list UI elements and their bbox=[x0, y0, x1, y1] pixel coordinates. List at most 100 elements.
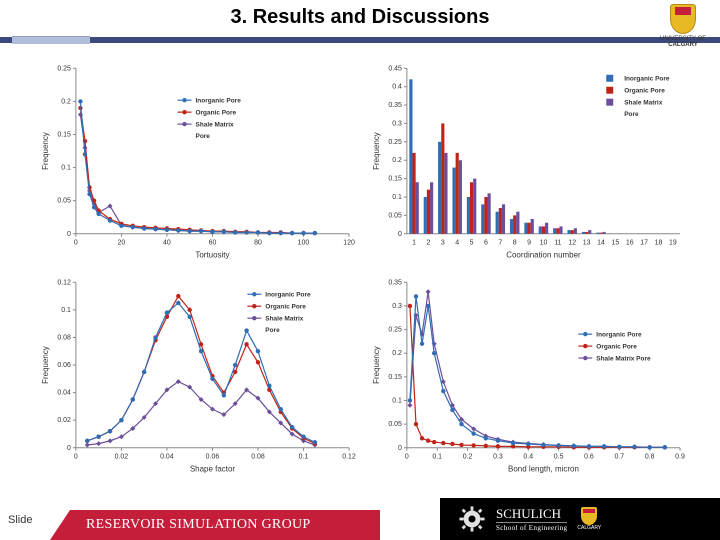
svg-text:8: 8 bbox=[513, 240, 517, 247]
svg-text:13: 13 bbox=[583, 240, 591, 247]
svg-text:0.1: 0.1 bbox=[432, 454, 442, 461]
svg-text:0.7: 0.7 bbox=[614, 454, 624, 461]
svg-text:0.08: 0.08 bbox=[251, 454, 265, 461]
svg-text:0.5: 0.5 bbox=[554, 454, 564, 461]
university-logo: UNIVERSITY OF CALGARY bbox=[656, 4, 710, 48]
schulich-name: SCHULICH bbox=[496, 506, 561, 521]
svg-text:6: 6 bbox=[484, 240, 488, 247]
svg-text:18: 18 bbox=[655, 240, 663, 247]
svg-text:Organic Pore: Organic Pore bbox=[624, 88, 665, 95]
svg-text:0.1: 0.1 bbox=[61, 307, 71, 314]
svg-text:0.06: 0.06 bbox=[206, 454, 220, 461]
svg-text:12: 12 bbox=[568, 240, 576, 247]
svg-text:Shale Matrix: Shale Matrix bbox=[196, 122, 235, 129]
chart-coordination: 00.050.10.150.20.250.30.350.40.451234567… bbox=[369, 56, 688, 264]
svg-text:10: 10 bbox=[540, 240, 548, 247]
svg-text:Organic Pore: Organic Pore bbox=[196, 110, 237, 117]
svg-text:0.1: 0.1 bbox=[299, 454, 309, 461]
svg-text:Shape factor: Shape factor bbox=[190, 465, 236, 474]
svg-text:0: 0 bbox=[74, 454, 78, 461]
svg-text:20: 20 bbox=[118, 240, 126, 247]
shield-icon bbox=[670, 4, 696, 34]
svg-text:Frequency: Frequency bbox=[41, 132, 50, 170]
svg-text:0.12: 0.12 bbox=[342, 454, 356, 461]
svg-text:0.08: 0.08 bbox=[57, 334, 71, 341]
svg-text:Pore: Pore bbox=[624, 111, 639, 118]
svg-text:3: 3 bbox=[441, 240, 445, 247]
svg-text:0.15: 0.15 bbox=[388, 176, 402, 183]
svg-text:0: 0 bbox=[405, 454, 409, 461]
svg-text:Frequency: Frequency bbox=[372, 346, 381, 384]
svg-text:0.6: 0.6 bbox=[584, 454, 594, 461]
svg-text:0.05: 0.05 bbox=[388, 421, 402, 428]
svg-text:0: 0 bbox=[74, 240, 78, 247]
gear-icon bbox=[458, 505, 486, 533]
svg-text:0.35: 0.35 bbox=[388, 102, 402, 109]
svg-text:0.25: 0.25 bbox=[388, 139, 402, 146]
svg-text:0.45: 0.45 bbox=[388, 65, 402, 72]
svg-text:2: 2 bbox=[426, 240, 430, 247]
svg-text:11: 11 bbox=[554, 240, 561, 247]
svg-text:15: 15 bbox=[611, 240, 619, 247]
svg-text:Inorganic Pore: Inorganic Pore bbox=[265, 292, 311, 299]
footer: Slide RESERVOIR SIMULATION GROUP bbox=[0, 498, 720, 540]
svg-text:0.15: 0.15 bbox=[57, 131, 71, 138]
svg-text:0.25: 0.25 bbox=[388, 327, 402, 334]
svg-text:0.05: 0.05 bbox=[57, 198, 71, 205]
svg-text:Shale Matrix: Shale Matrix bbox=[265, 316, 304, 323]
svg-text:0: 0 bbox=[67, 231, 71, 238]
svg-text:0.9: 0.9 bbox=[675, 454, 685, 461]
logo-name: CALGARY bbox=[656, 42, 710, 48]
header-accent bbox=[12, 36, 90, 44]
svg-text:19: 19 bbox=[669, 240, 677, 247]
svg-text:0.04: 0.04 bbox=[57, 390, 71, 397]
slide-title: 3. Results and Discussions bbox=[0, 6, 720, 29]
svg-text:7: 7 bbox=[498, 240, 502, 247]
svg-text:0.02: 0.02 bbox=[57, 417, 71, 424]
svg-text:Shale Matrix: Shale Matrix bbox=[624, 100, 663, 107]
svg-text:Frequency: Frequency bbox=[372, 132, 381, 170]
svg-text:0.1: 0.1 bbox=[61, 165, 71, 172]
svg-text:1: 1 bbox=[412, 240, 416, 247]
svg-text:0.3: 0.3 bbox=[392, 120, 402, 127]
schulich-sub: School of Engineering bbox=[496, 522, 567, 532]
svg-text:0.2: 0.2 bbox=[392, 350, 402, 357]
header: 3. Results and Discussions UNIVERSITY OF… bbox=[0, 0, 720, 48]
svg-text:0.04: 0.04 bbox=[160, 454, 174, 461]
svg-text:Organic Pore: Organic Pore bbox=[596, 344, 637, 351]
svg-text:80: 80 bbox=[254, 240, 262, 247]
chart-bond-length: 00.10.20.30.40.50.60.70.80.900.050.10.15… bbox=[369, 270, 688, 478]
svg-text:0.3: 0.3 bbox=[493, 454, 503, 461]
svg-text:4: 4 bbox=[455, 240, 459, 247]
svg-text:9: 9 bbox=[527, 240, 531, 247]
chart-shape-factor: 00.020.040.060.080.10.1200.020.040.060.0… bbox=[38, 270, 357, 478]
charts-grid: 02040608010012000.050.10.150.20.25Tortuo… bbox=[38, 56, 688, 478]
mini-logo: CALGARY bbox=[577, 507, 601, 531]
mini-shield-icon bbox=[581, 507, 597, 525]
svg-text:Frequency: Frequency bbox=[41, 346, 50, 384]
svg-text:0.2: 0.2 bbox=[463, 454, 473, 461]
svg-text:0.06: 0.06 bbox=[57, 362, 71, 369]
svg-text:0.1: 0.1 bbox=[392, 397, 402, 404]
svg-text:0: 0 bbox=[398, 445, 402, 452]
footer-group: RESERVOIR SIMULATION GROUP bbox=[70, 510, 380, 540]
svg-text:Inorganic Pore: Inorganic Pore bbox=[196, 98, 242, 105]
schulich-text: SCHULICH School of Engineering bbox=[496, 506, 567, 532]
svg-text:Pore: Pore bbox=[265, 327, 280, 334]
svg-text:Inorganic Pore: Inorganic Pore bbox=[596, 332, 642, 339]
svg-text:16: 16 bbox=[626, 240, 634, 247]
svg-text:0.35: 0.35 bbox=[388, 279, 402, 286]
svg-text:40: 40 bbox=[163, 240, 171, 247]
svg-text:Inorganic Pore: Inorganic Pore bbox=[624, 76, 670, 83]
svg-text:0.12: 0.12 bbox=[57, 279, 71, 286]
svg-text:0: 0 bbox=[67, 445, 71, 452]
svg-text:17: 17 bbox=[640, 240, 648, 247]
svg-text:14: 14 bbox=[597, 240, 605, 247]
svg-text:0.2: 0.2 bbox=[61, 98, 71, 105]
svg-text:0.4: 0.4 bbox=[523, 454, 533, 461]
svg-text:Shale Matrix Pore: Shale Matrix Pore bbox=[596, 356, 651, 363]
svg-text:Coordination number: Coordination number bbox=[506, 251, 581, 260]
svg-text:Organic Pore: Organic Pore bbox=[265, 304, 306, 311]
svg-text:100: 100 bbox=[298, 240, 310, 247]
slide-number-label: Slide bbox=[8, 514, 32, 526]
